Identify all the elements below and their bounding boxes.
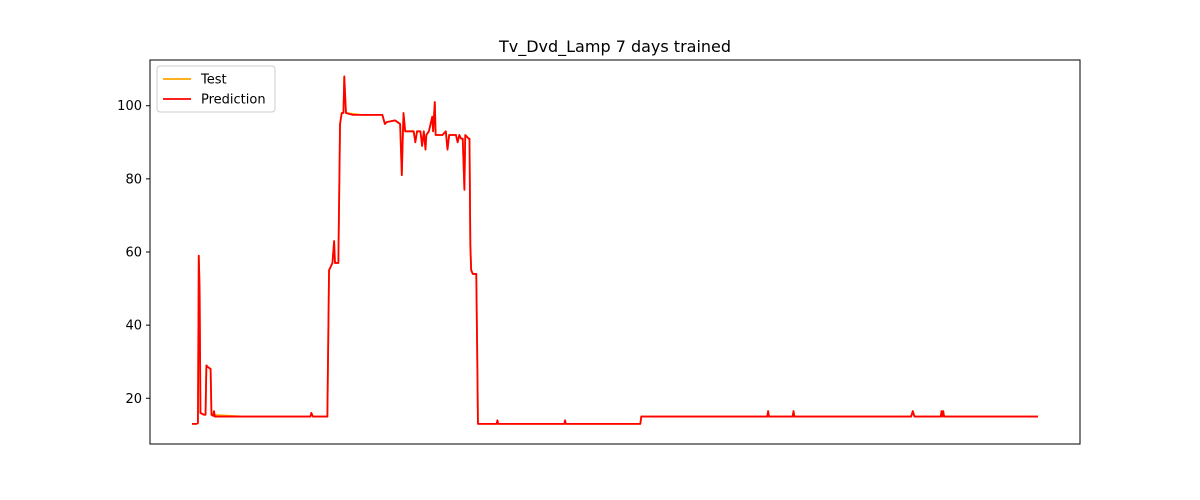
- legend-box: [156, 65, 276, 113]
- y-axis: 20 40 60 80 100: [117, 99, 150, 407]
- legend-label-test: Test: [200, 73, 227, 88]
- chart-title: Tv_Dvd_Lamp 7 days trained: [498, 37, 731, 57]
- y-tick-label: 40: [125, 319, 142, 334]
- y-tick-label: 20: [125, 392, 142, 407]
- plot-area-frame: [149, 59, 1081, 445]
- legend: Test Prediction: [156, 65, 276, 113]
- legend-label-prediction: Prediction: [201, 93, 266, 108]
- y-tick-label: 100: [117, 99, 142, 114]
- series-line-test: [192, 75, 1038, 425]
- series-line-prediction: [192, 75, 1038, 425]
- y-tick-label: 80: [125, 172, 142, 187]
- series-layer: [192, 75, 1038, 425]
- y-tick-label: 60: [125, 246, 142, 261]
